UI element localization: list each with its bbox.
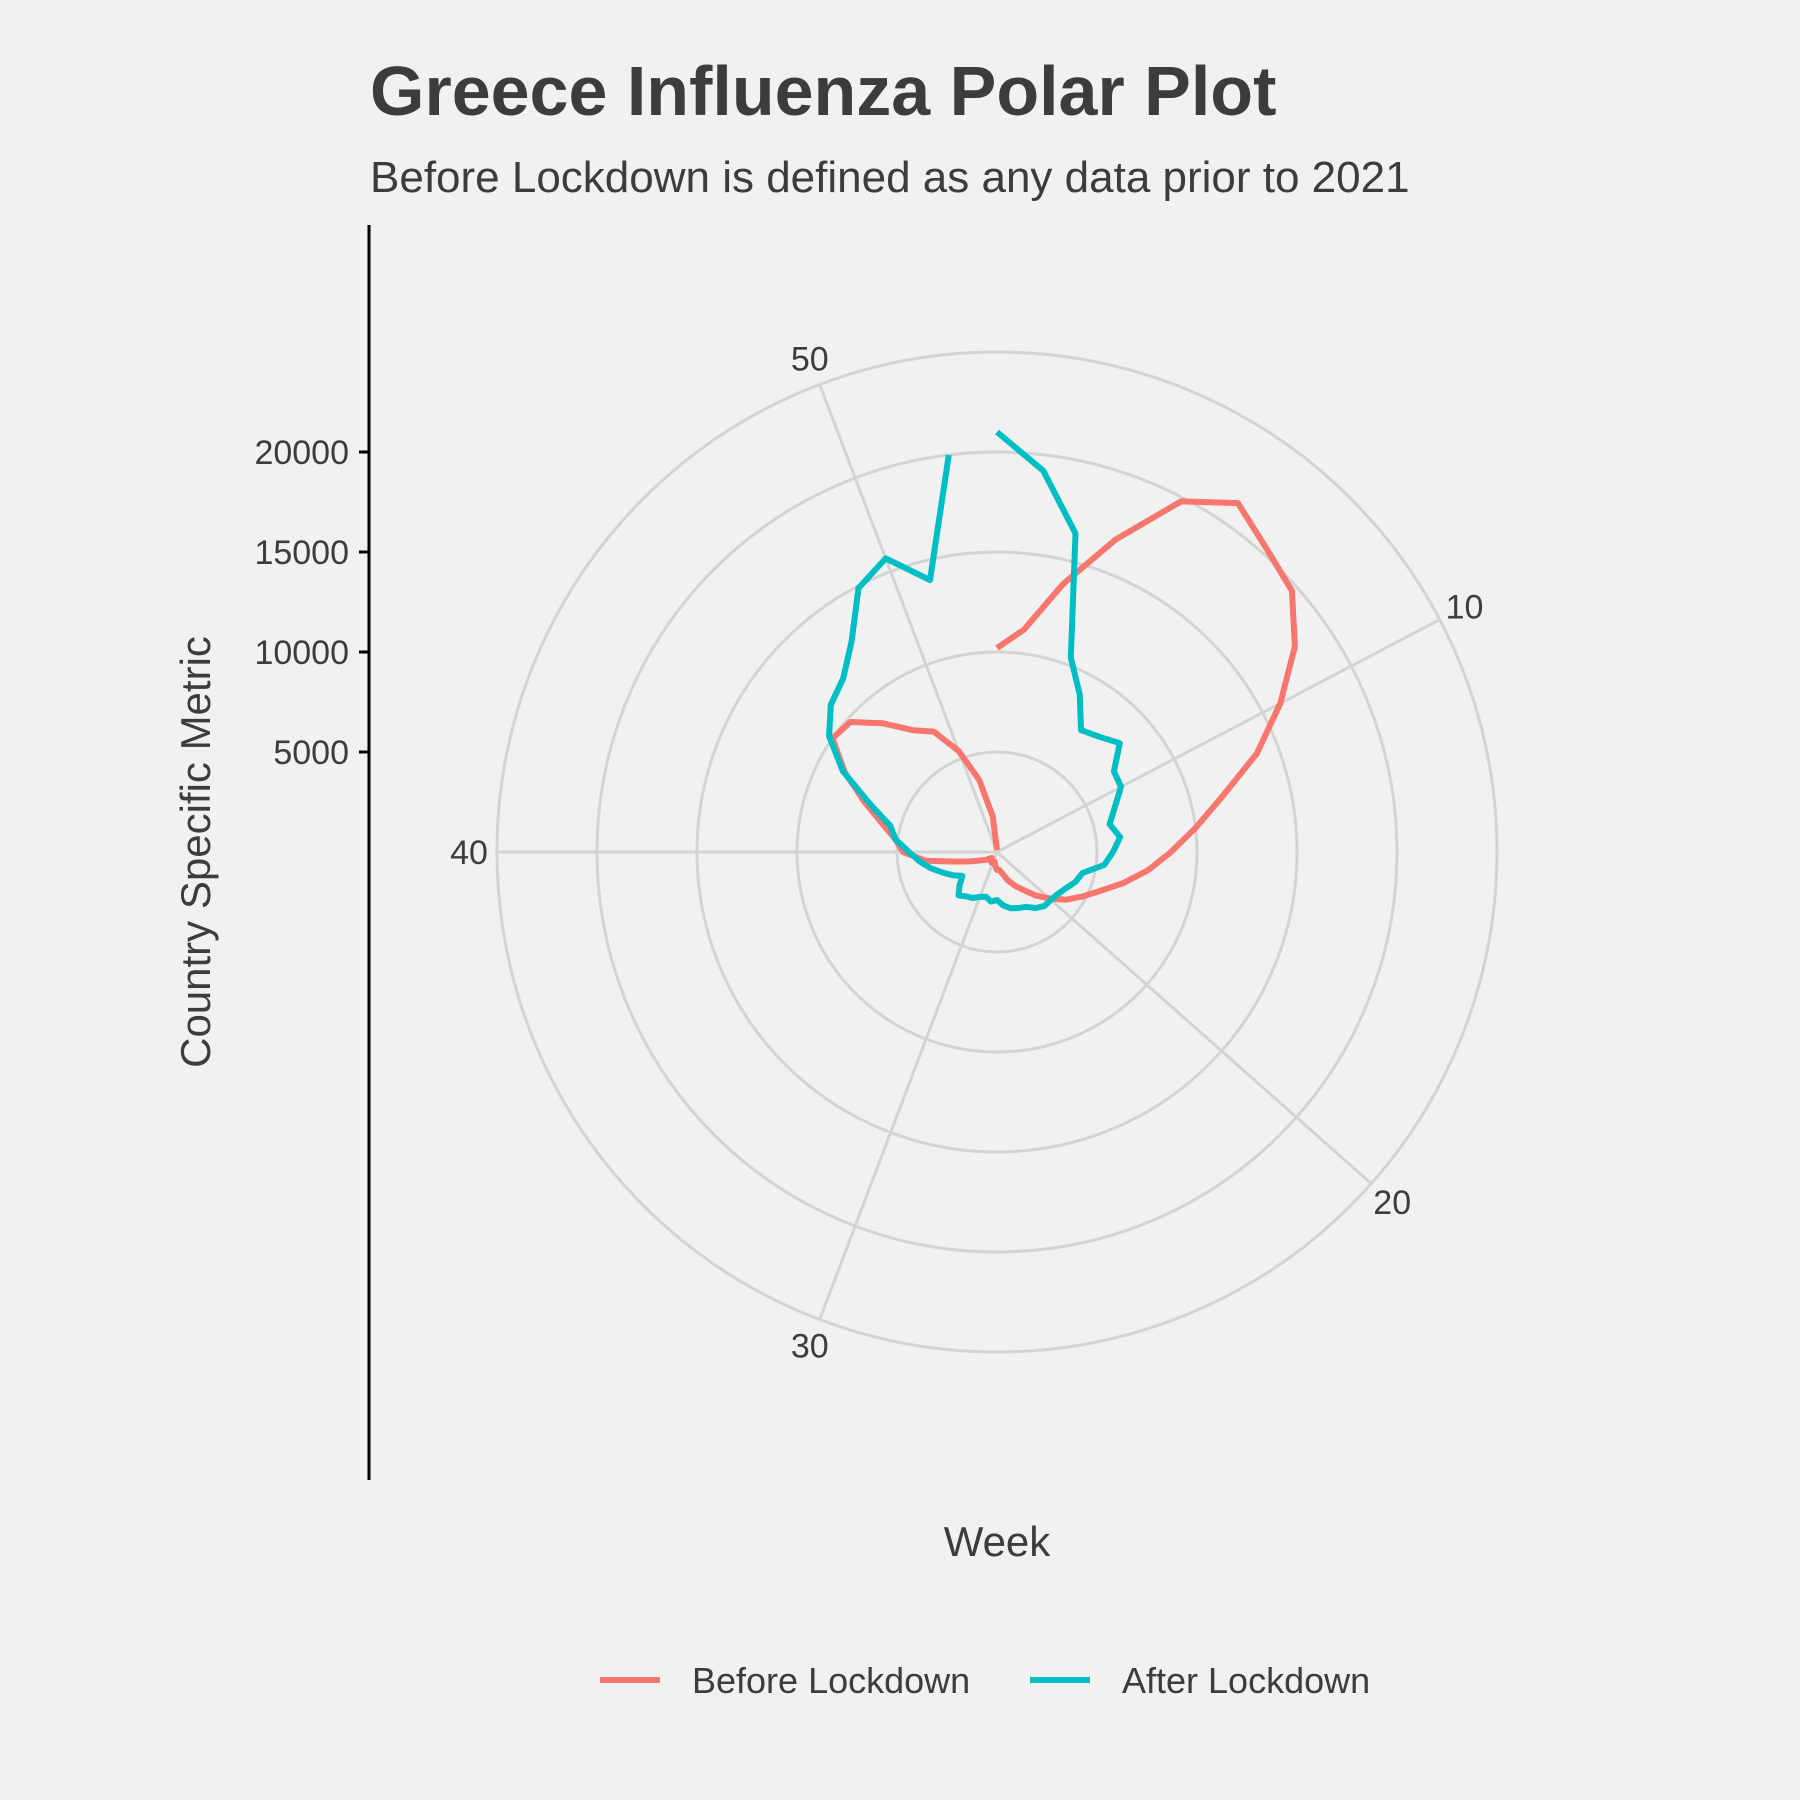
y-axis-ticks: 5000 10000 15000 20000: [254, 434, 369, 772]
grid-spoke: [996, 850, 1373, 1185]
series-lines: [826, 429, 1298, 912]
y-tick-label: 20000: [254, 434, 349, 472]
x-axis-title: Week: [944, 1518, 1052, 1565]
x-tick-label: 30: [791, 1328, 829, 1366]
chart-subtitle: Before Lockdown is defined as any data p…: [370, 153, 1410, 202]
grid-spoke: [996, 618, 1441, 854]
grid-spoke: [818, 851, 999, 1321]
legend: Before Lockdown After Lockdown: [600, 1660, 1370, 1701]
chart-title: Greece Influenza Polar Plot: [370, 52, 1276, 130]
legend-label: After Lockdown: [1122, 1660, 1370, 1701]
polar-grid: [495, 350, 1499, 1354]
y-tick-label: 15000: [254, 534, 349, 572]
y-tick-label: 5000: [273, 734, 349, 772]
before-lockdown-line: [829, 498, 1298, 903]
x-tick-label: 50: [791, 340, 829, 378]
x-tick-label: 40: [450, 834, 488, 872]
x-tick-label: 20: [1373, 1184, 1411, 1222]
y-axis-title: Country Specific Metric: [172, 636, 219, 1068]
legend-label: Before Lockdown: [692, 1660, 970, 1701]
y-tick-label: 10000: [254, 634, 349, 672]
grid-spoke: [818, 383, 999, 853]
angular-tick-labels: 10 20 30 40 50: [450, 340, 1483, 1365]
after-lockdown-line: [826, 429, 1124, 912]
x-tick-label: 10: [1446, 589, 1484, 627]
